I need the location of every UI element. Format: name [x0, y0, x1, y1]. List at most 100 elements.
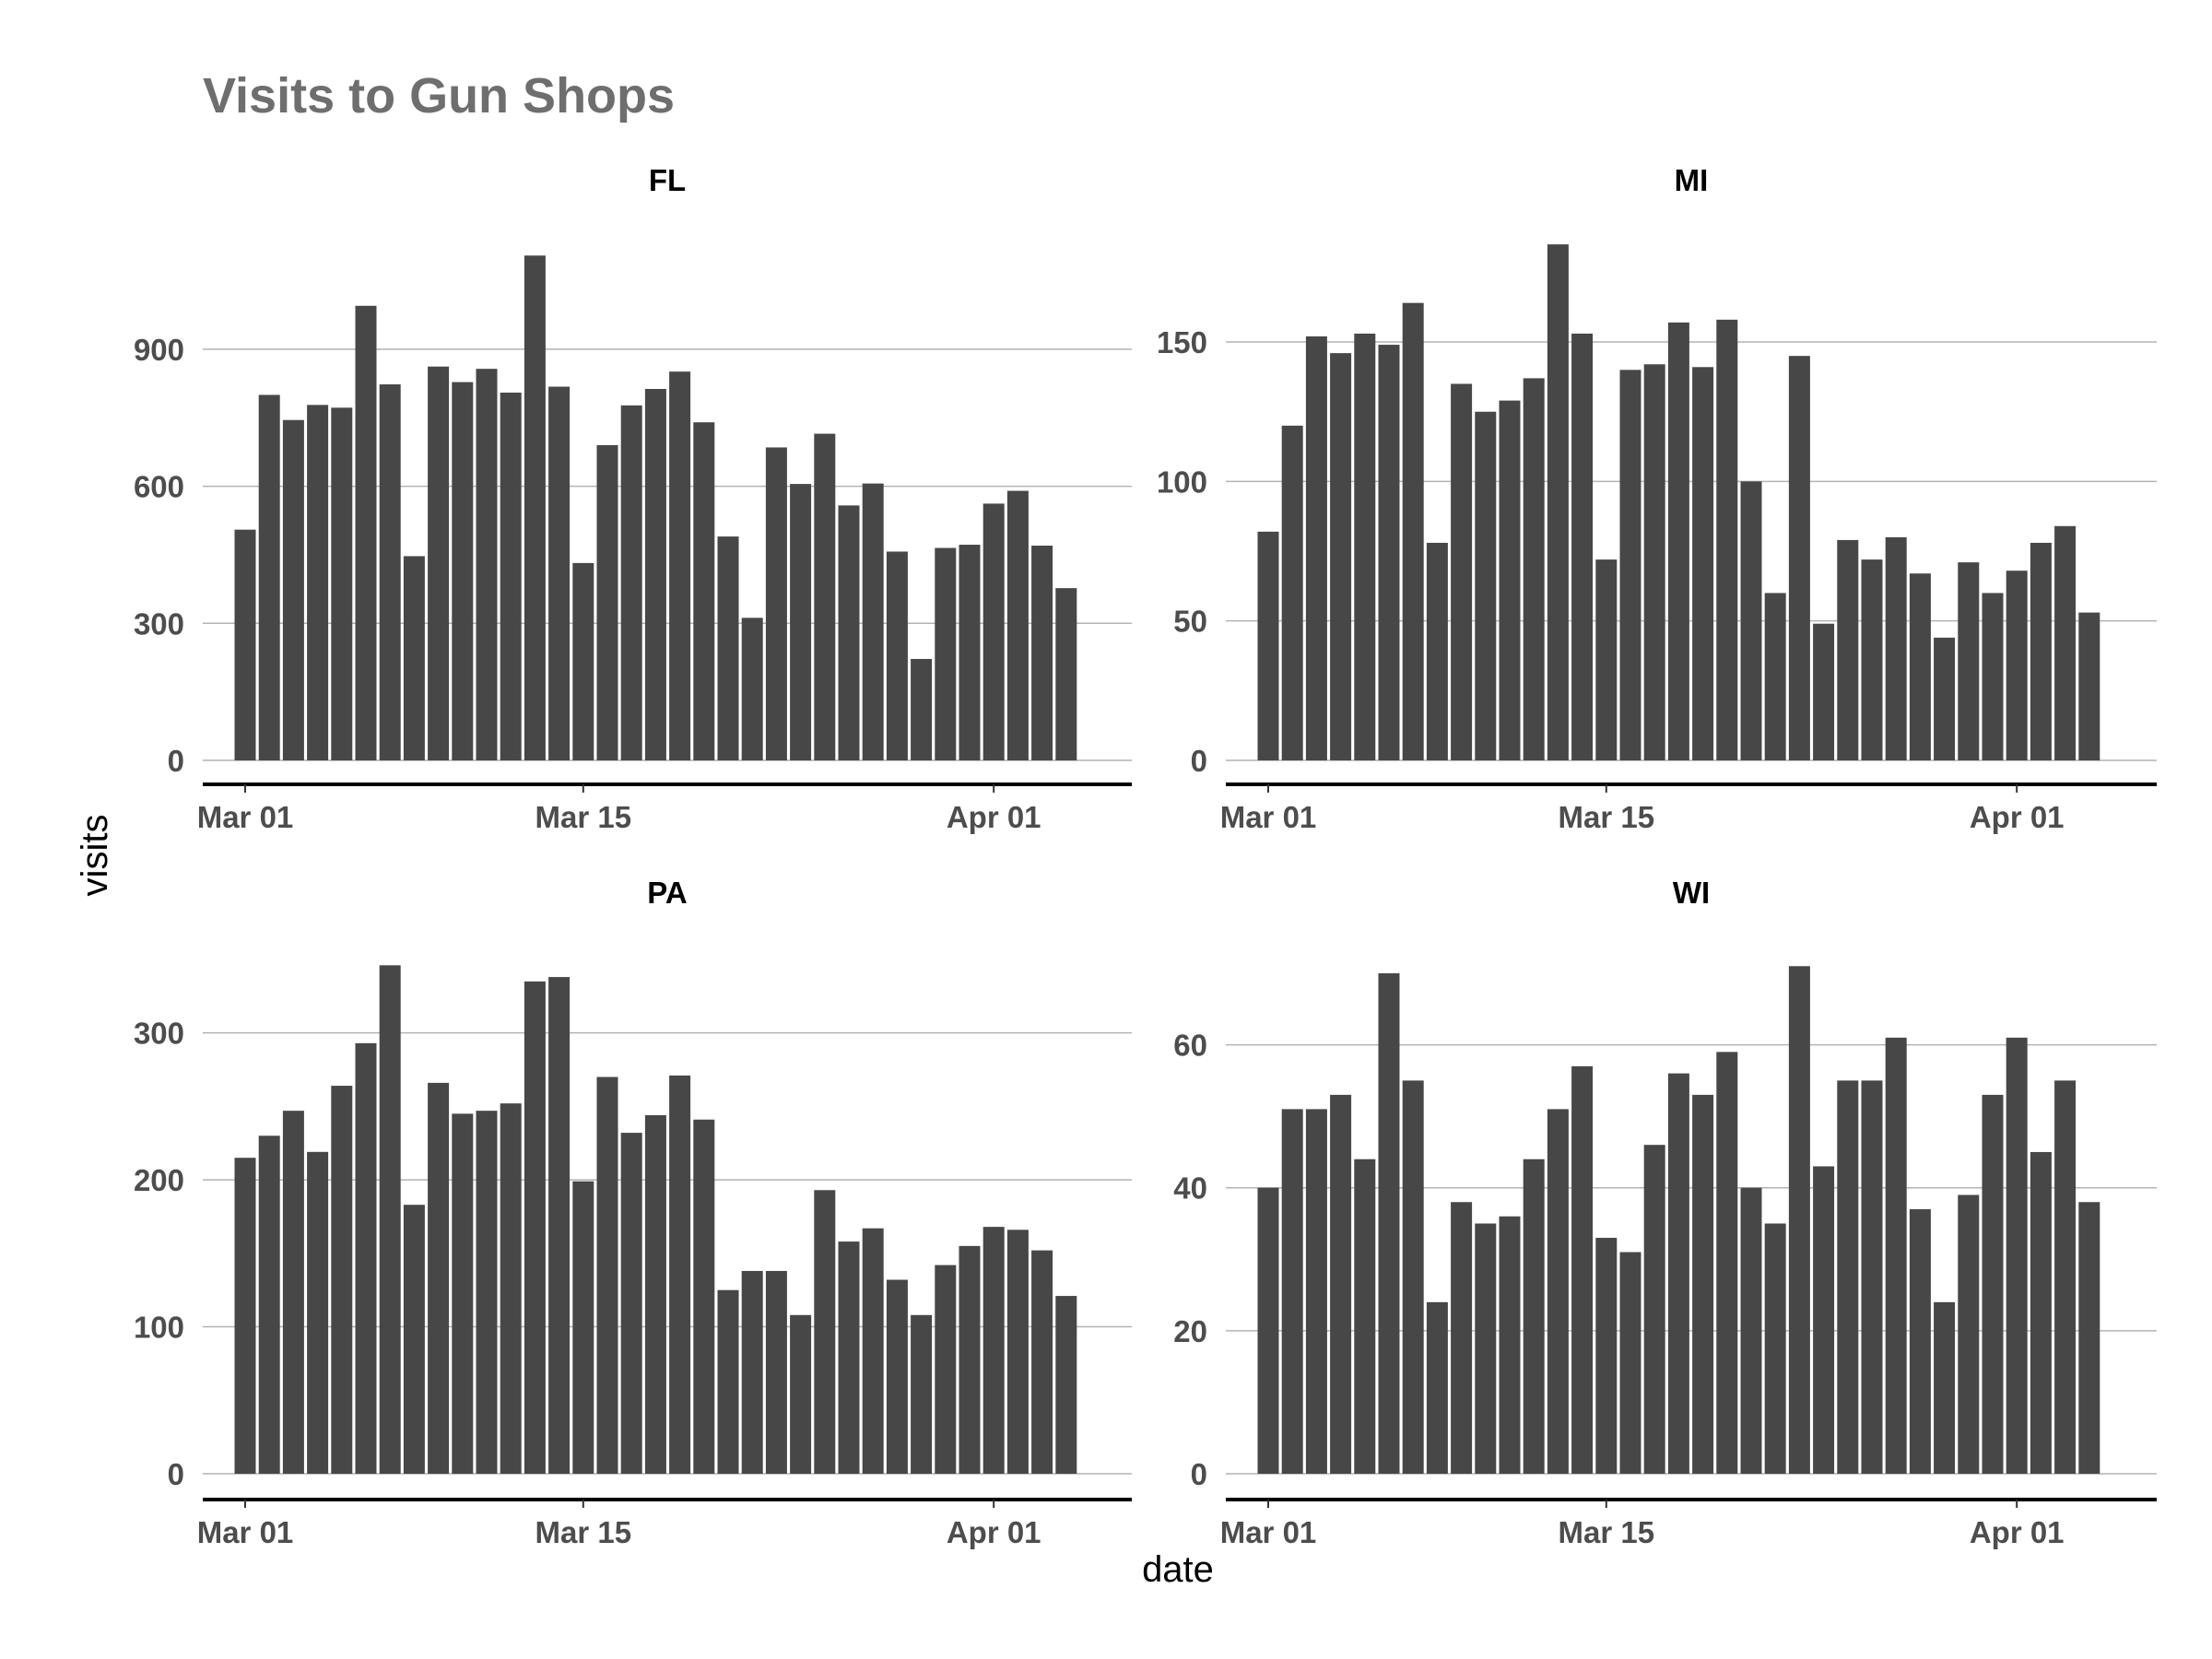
- bar: [572, 562, 594, 760]
- facet-fl: FL 0 300 600 900 Mar 01 Mar 15 Apr 01: [134, 163, 1132, 834]
- bar: [1934, 1301, 1956, 1474]
- bar: [1958, 562, 1980, 760]
- bar: [355, 1042, 377, 1474]
- y-tick-label: 40: [1173, 1171, 1207, 1206]
- x-tick-label: Mar 01: [1220, 800, 1317, 834]
- bar: [2030, 1151, 2052, 1474]
- y-tick-label: 0: [1191, 1457, 1207, 1491]
- bar: [1571, 333, 1594, 760]
- bar: [1257, 531, 1279, 760]
- facet-strip-label: PA: [647, 876, 687, 910]
- bar: [524, 981, 546, 1474]
- x-tick-label: Apr 01: [1970, 1515, 2065, 1549]
- bar: [765, 447, 787, 760]
- y-tick-label: 100: [1157, 465, 1207, 499]
- y-tick-label: 200: [134, 1163, 184, 1197]
- bar: [886, 1279, 908, 1474]
- bar: [717, 536, 739, 760]
- x-tick-label: Mar 15: [535, 1515, 632, 1549]
- bar: [1475, 411, 1497, 760]
- bar: [1402, 302, 1424, 760]
- bar: [1402, 1080, 1424, 1474]
- x-tick-label: Apr 01: [947, 800, 1041, 834]
- bar: [1885, 1037, 1907, 1474]
- x-tick-label: Apr 01: [1970, 800, 2065, 834]
- bar: [1619, 370, 1641, 760]
- bar: [1692, 367, 1714, 760]
- bar: [1330, 353, 1352, 760]
- bar: [1499, 400, 1521, 760]
- bar: [1595, 1238, 1618, 1474]
- bar: [452, 1113, 474, 1474]
- bar: [911, 658, 933, 760]
- bar: [234, 529, 256, 760]
- bar: [476, 1111, 498, 1474]
- bar: [1764, 1223, 1786, 1474]
- x-tick-label: Mar 15: [535, 800, 632, 834]
- bar: [2078, 612, 2100, 760]
- bar: [379, 965, 401, 1474]
- chart-title: Visits to Gun Shops: [203, 68, 675, 124]
- bar: [500, 1103, 522, 1474]
- bar: [838, 505, 860, 760]
- bar: [886, 551, 908, 760]
- bar: [307, 1151, 329, 1474]
- y-tick-label: 300: [134, 606, 184, 641]
- bar: [1451, 1202, 1473, 1474]
- bar: [524, 255, 546, 760]
- bar: [596, 444, 618, 760]
- bar: [1934, 637, 1956, 760]
- bar: [959, 1245, 981, 1474]
- bar: [1716, 1052, 1738, 1474]
- bar: [331, 407, 353, 760]
- bar: [500, 392, 522, 760]
- bar: [935, 1265, 957, 1474]
- bar: [982, 1227, 1005, 1474]
- bar: [1692, 1094, 1714, 1474]
- bar: [814, 433, 836, 760]
- bar: [1378, 345, 1400, 760]
- y-tick-label: 0: [168, 1457, 184, 1491]
- bar: [1305, 336, 1327, 760]
- x-tick-label: Mar 15: [1559, 800, 1655, 834]
- bar: [1305, 1109, 1327, 1474]
- bar: [1475, 1223, 1497, 1474]
- bar: [1523, 378, 1545, 760]
- x-tick-label: Mar 01: [197, 800, 294, 834]
- bar: [1861, 559, 1883, 760]
- y-tick-label: 600: [134, 470, 184, 504]
- bar: [1982, 1094, 2004, 1474]
- bar: [476, 369, 498, 760]
- bar: [1740, 481, 1762, 760]
- bar: [982, 503, 1005, 760]
- bar: [693, 1119, 715, 1474]
- y-tick-label: 0: [1191, 744, 1207, 778]
- bar: [1595, 559, 1618, 760]
- bar: [452, 382, 474, 760]
- bar: [572, 1181, 594, 1474]
- bar: [2054, 525, 2077, 760]
- bar: [717, 1289, 739, 1474]
- facet-mi: MI 0 50 100 150 Mar 01 Mar 15 Apr 01: [1157, 163, 2157, 834]
- bar: [1571, 1065, 1594, 1474]
- bar: [1547, 1109, 1569, 1474]
- bar: [862, 1228, 884, 1474]
- x-tick-label: Mar 15: [1559, 1515, 1655, 1549]
- bar: [2006, 1037, 2028, 1474]
- bar: [596, 1077, 618, 1474]
- bar: [548, 386, 571, 760]
- bar: [1006, 490, 1029, 760]
- bar: [1885, 536, 1907, 760]
- bar: [428, 366, 450, 760]
- y-tick-label: 50: [1173, 605, 1207, 639]
- bar: [911, 1314, 933, 1474]
- bar: [1740, 1187, 1762, 1474]
- bar: [669, 1075, 691, 1474]
- bar: [258, 394, 280, 760]
- bar: [1031, 546, 1053, 760]
- y-tick-label: 0: [168, 744, 184, 778]
- bar: [1643, 364, 1665, 760]
- bar: [258, 1135, 280, 1474]
- bar: [1982, 593, 2004, 760]
- bar: [765, 1270, 787, 1474]
